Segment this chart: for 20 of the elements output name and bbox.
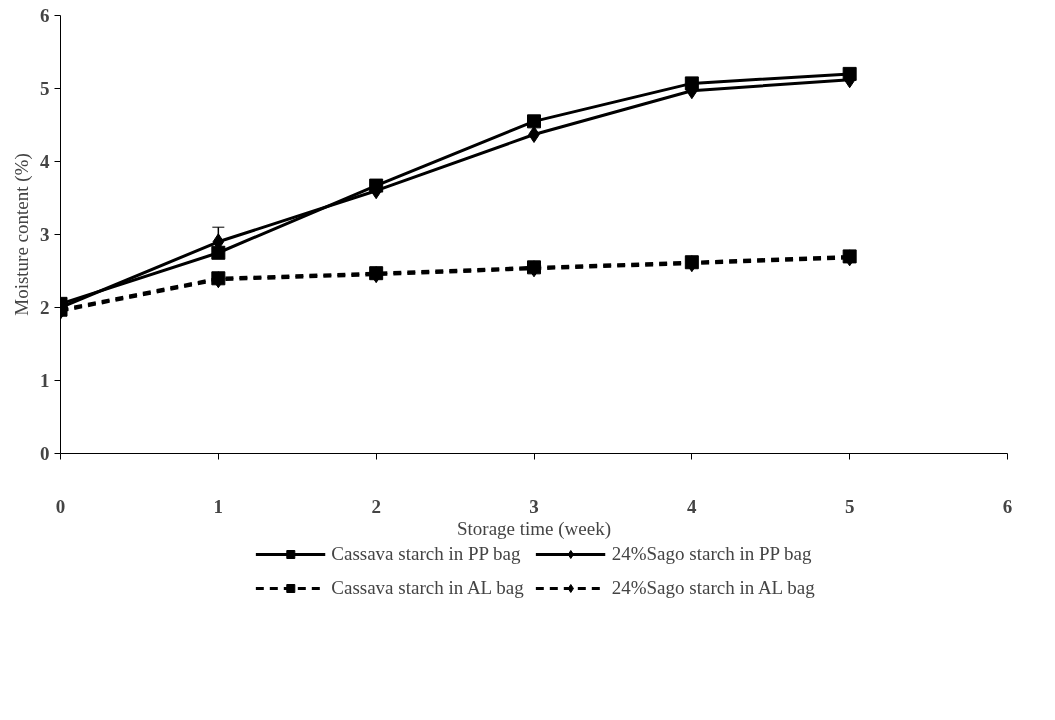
legend-label: Cassava starch in AL bag	[331, 577, 524, 600]
x-tick-label: 1	[213, 495, 224, 517]
x-tick-label: 4	[687, 495, 698, 517]
legend-label: Cassava starch in PP bag	[331, 543, 521, 566]
y-tick-label: 2	[40, 297, 50, 318]
legend-label: 24%Sago starch in PP bag	[611, 543, 812, 566]
y-tick-label: 6	[40, 5, 50, 26]
y-tick-label: 1	[40, 370, 50, 391]
y-tick-label: 0	[40, 443, 50, 464]
y-tick-label: 3	[40, 224, 50, 245]
x-tick-label: 5	[844, 495, 855, 517]
y-axis-title: Moisture content (%)	[11, 153, 33, 316]
x-tick-label: 2	[371, 495, 381, 517]
x-tick-label: 0	[55, 495, 66, 517]
x-tick-label: 6	[1002, 495, 1013, 517]
x-tick-label: 3	[529, 495, 539, 517]
y-tick-label: 4	[40, 151, 50, 172]
x-axis-title: Storage time (week)	[456, 517, 612, 540]
legend-label: 24%Sago starch in AL bag	[611, 577, 815, 600]
y-tick-label: 5	[40, 78, 50, 99]
